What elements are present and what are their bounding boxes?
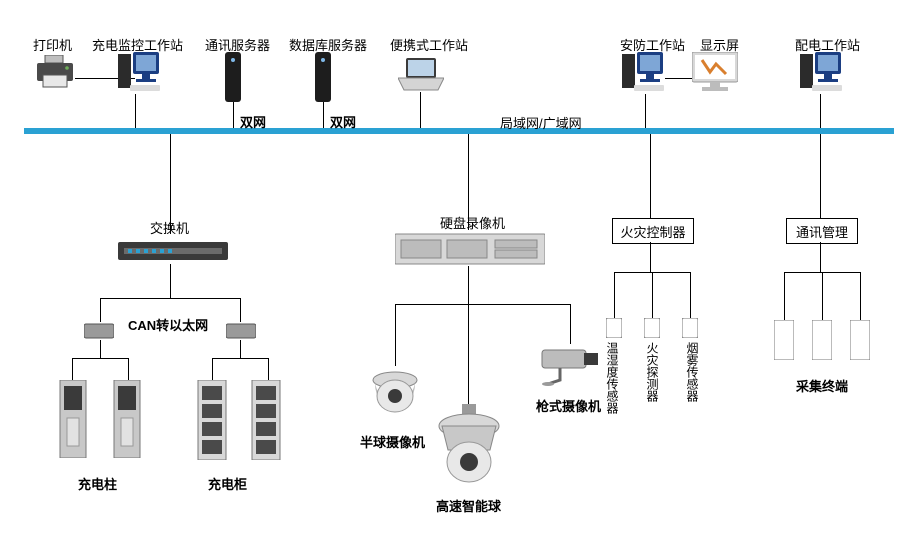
- drop-comm-server: [233, 102, 234, 128]
- label-switch: 交换机: [150, 218, 189, 237]
- v-cam-dome: [395, 304, 396, 366]
- v-dvr-down: [468, 266, 469, 304]
- v-cam-bullet: [570, 304, 571, 344]
- icon-dvr: [395, 232, 545, 266]
- h-canL-split: [72, 358, 128, 359]
- icon-speed-dome: [434, 404, 504, 484]
- v-canR-down: [240, 340, 241, 358]
- label-dual-net-b: 双网: [330, 112, 356, 131]
- v-post-b: [128, 358, 129, 380]
- v-switch-down: [170, 264, 171, 298]
- icon-sensor-a: [606, 318, 622, 338]
- box-fire-ctrl: 火灾控制器: [612, 218, 694, 244]
- v-fire-down: [650, 242, 651, 272]
- v-can-right: [240, 298, 241, 322]
- h-switch-split: [100, 298, 240, 299]
- bus-line: [24, 128, 894, 134]
- label-charge-post: 充电柱: [78, 474, 117, 493]
- label-lan-wan: 局域网/广域网: [500, 113, 582, 132]
- icon-bullet-camera: [540, 344, 602, 386]
- label-can-eth: CAN转以太网: [128, 315, 208, 334]
- label-dvr: 硬盘录像机: [440, 213, 505, 232]
- icon-collect-a: [774, 320, 794, 360]
- label-fire-ctrl: 火灾控制器: [620, 222, 685, 241]
- v-post-a: [72, 358, 73, 380]
- icon-collect-b: [812, 320, 832, 360]
- icon-sensor-c: [682, 318, 698, 338]
- icon-charge-cabinet-b: [250, 380, 282, 460]
- v-can-left: [100, 298, 101, 322]
- h-dvr-split: [395, 304, 570, 305]
- drop-power-ws: [820, 94, 821, 128]
- icon-collect-c: [850, 320, 870, 360]
- v-canL-down: [100, 340, 101, 358]
- icon-display: [692, 52, 738, 92]
- label-printer: 打印机: [33, 35, 72, 54]
- h-canR-split: [212, 358, 268, 359]
- icon-workstation-charge: [118, 52, 160, 94]
- v-comm-c: [860, 272, 861, 320]
- v-cab-b: [268, 358, 269, 380]
- label-comm-mgr: 通讯管理: [796, 222, 848, 241]
- label-fire-detector: 火灾探测器: [644, 342, 661, 402]
- v-bus-fire: [650, 134, 651, 218]
- label-smoke-sensor: 烟雾传感器: [684, 342, 701, 402]
- v-fire-b: [652, 272, 653, 320]
- icon-comm-server: [225, 52, 241, 102]
- label-portable-ws: 便携式工作站: [390, 35, 468, 54]
- label-collect-terminal: 采集终端: [796, 376, 848, 395]
- icon-charge-cabinet-a: [196, 380, 228, 460]
- v-cab-a: [212, 358, 213, 380]
- v-commmgr-down: [820, 242, 821, 272]
- icon-can-converter-l: [84, 322, 114, 340]
- icon-laptop: [398, 58, 444, 92]
- icon-dome-camera: [370, 366, 420, 416]
- label-charge-cabinet: 充电柜: [208, 474, 247, 493]
- icon-workstation-power: [800, 52, 842, 94]
- v-bus-commmgr: [820, 134, 821, 218]
- icon-can-converter-r: [226, 322, 256, 340]
- icon-sensor-b: [644, 318, 660, 338]
- icon-switch: [118, 238, 228, 264]
- v-fire-c: [690, 272, 691, 320]
- drop-db-server: [323, 102, 324, 128]
- drop-laptop: [420, 92, 421, 128]
- drop-charge-ws: [135, 94, 136, 128]
- icon-charge-post-b: [112, 380, 142, 458]
- icon-charge-post-a: [58, 380, 88, 458]
- label-speed-dome: 高速智能球: [436, 496, 501, 515]
- label-dome-cam: 半球摄像机: [360, 432, 425, 451]
- v-cam-speed: [468, 304, 469, 404]
- icon-workstation-security: [622, 52, 664, 94]
- v-comm-a: [784, 272, 785, 320]
- label-dual-net-a: 双网: [240, 112, 266, 131]
- label-bullet-cam: 枪式摄像机: [536, 396, 601, 415]
- icon-printer: [35, 55, 75, 91]
- v-comm-b: [822, 272, 823, 320]
- icon-db-server: [315, 52, 331, 102]
- box-comm-mgr: 通讯管理: [786, 218, 858, 244]
- label-temp-sensor: 温湿度传感器: [604, 342, 621, 414]
- drop-security-ws: [645, 94, 646, 128]
- v-fire-a: [614, 272, 615, 320]
